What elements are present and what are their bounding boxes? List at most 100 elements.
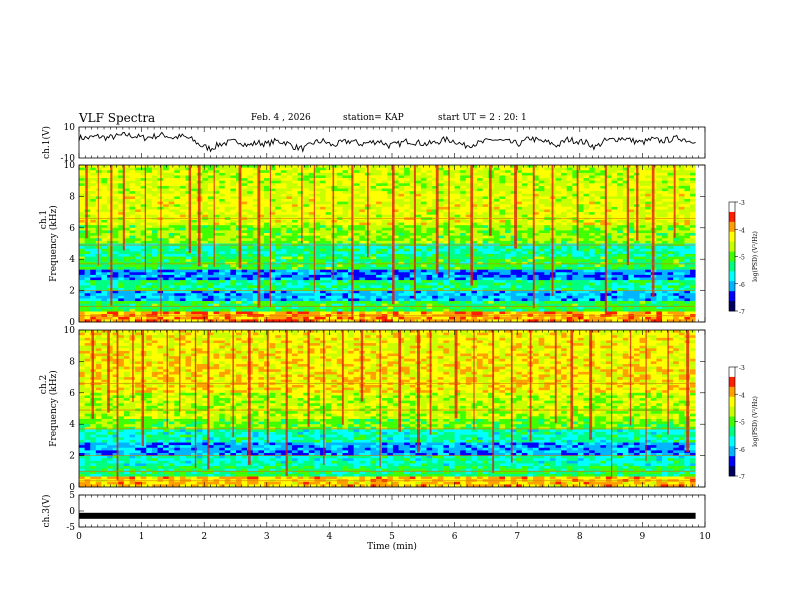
spectrogram-cell: [336, 191, 343, 195]
spectrogram-cell: [320, 219, 326, 223]
spectrogram-cell: [432, 227, 439, 231]
spectrogram-cell: [90, 277, 97, 281]
spectrogram-cell: [258, 204, 265, 208]
spectrogram-cell: [398, 201, 405, 205]
spectrogram-cell: [460, 180, 467, 184]
spectrogram-cell: [572, 206, 579, 210]
spectrogram-cell: [381, 204, 388, 208]
spectrogram-cell: [320, 240, 326, 244]
spectrogram-cell: [589, 199, 596, 202]
spectrogram-cell: [493, 170, 500, 174]
spectrogram-cell: [678, 225, 685, 229]
spectrogram-cell: [163, 183, 169, 187]
spectrogram-cell: [527, 259, 534, 263]
spectrogram-cell: [622, 217, 629, 221]
spectrogram-cell: [678, 172, 685, 176]
spectrogram-cell: [555, 235, 562, 239]
spectrogram-cell: [320, 170, 326, 174]
spectrogram-cell: [286, 272, 293, 276]
spectrogram-cell: [213, 227, 220, 231]
spectrogram-cell: [656, 225, 663, 229]
spectrogram-cell: [404, 227, 411, 231]
spectrogram-cell: [465, 183, 472, 187]
spectrogram-cell: [594, 253, 601, 257]
spectrogram-cell: [628, 170, 635, 174]
spectrogram-cell: [146, 193, 153, 197]
spectrogram-cell: [241, 222, 248, 226]
spectrogram-cell: [185, 188, 192, 192]
spectrogram-cell: [605, 217, 612, 221]
spectrogram-cell: [622, 170, 629, 174]
spectrogram-cell: [191, 180, 198, 184]
spectrogram-cell: [79, 212, 85, 216]
spectrogram-cell: [555, 274, 562, 278]
spectrogram-cell: [191, 274, 198, 278]
spectrogram-cell: [381, 267, 388, 270]
spectrogram-cell: [476, 261, 483, 265]
spectrogram-cell: [673, 185, 680, 189]
spectrogram-cell: [303, 191, 310, 195]
y-tick-label: -10: [61, 154, 76, 164]
spectrogram-cell: [432, 230, 439, 234]
spectrogram-cell: [241, 277, 248, 281]
spectrogram-cell: [437, 180, 444, 184]
spectrogram-cell: [454, 269, 461, 273]
spectrogram-cell: [605, 199, 612, 202]
spectrogram-cell: [572, 269, 579, 273]
spectrogram-cell: [589, 246, 596, 250]
spectrogram-cell: [202, 230, 209, 234]
spectrogram-cell: [185, 172, 192, 176]
spectrogram-cell: [135, 170, 141, 174]
spectrogram-cell: [437, 201, 444, 205]
spectrogram-cell: [353, 204, 360, 208]
spectrogram-cell: [314, 219, 321, 223]
spectrogram-cell: [90, 269, 97, 273]
spectrogram-cell: [448, 193, 455, 197]
spectrogram-cell: [667, 178, 674, 181]
spectrogram-cell: [336, 238, 343, 242]
spectrogram-cell: [112, 219, 119, 223]
spectrogram-cell: [521, 214, 528, 218]
spectrogram-cell: [263, 259, 270, 263]
spectrogram-cell: [376, 274, 382, 278]
spectrogram-cell: [342, 204, 349, 208]
spectrogram-cell: [146, 238, 153, 242]
spectrogram-cell: [533, 233, 539, 236]
spectrogram-cell: [661, 253, 668, 257]
spectrogram-cell: [476, 201, 483, 205]
spectrogram-cell: [151, 222, 158, 226]
spectrogram-cell: [123, 172, 130, 176]
spectrogram-cell: [454, 191, 461, 195]
spectrogram-cell: [129, 201, 136, 205]
spectrogram-cell: [533, 253, 539, 257]
spectrogram-cell: [476, 217, 483, 221]
spectrogram-cell: [426, 193, 433, 197]
spectrogram-cell: [420, 238, 427, 242]
spectrogram-cell: [331, 191, 338, 195]
spectrogram-cell: [123, 277, 130, 281]
spectrogram-cell: [325, 230, 332, 234]
spectrogram-cell: [280, 199, 287, 202]
spectrogram-cell: [404, 230, 411, 234]
spectrogram-cell: [656, 175, 663, 179]
spectrogram-cell: [202, 185, 209, 189]
spectrogram-cell: [230, 261, 237, 265]
spectrogram-cell: [348, 267, 354, 270]
spectrogram-cell: [359, 185, 366, 189]
spectrogram-cell: [359, 251, 366, 255]
spectrogram-cell: [387, 264, 394, 268]
spectrogram-cell: [191, 259, 198, 263]
spectrogram-cell: [146, 240, 153, 244]
spectrogram-cell: [577, 272, 584, 276]
spectrogram-cell: [79, 199, 85, 202]
spectrogram-cell: [611, 219, 618, 223]
spectrogram-cell: [135, 167, 141, 171]
spectrogram-cell: [622, 188, 629, 192]
spectrogram-cell: [605, 248, 612, 252]
spectrogram-cell: [275, 178, 282, 181]
spectrogram-cell: [516, 191, 523, 195]
spectrogram-cell: [404, 222, 411, 226]
spectrogram-cell: [163, 188, 169, 192]
spectrogram-cell: [140, 191, 147, 195]
spectrogram-cell: [107, 225, 113, 229]
